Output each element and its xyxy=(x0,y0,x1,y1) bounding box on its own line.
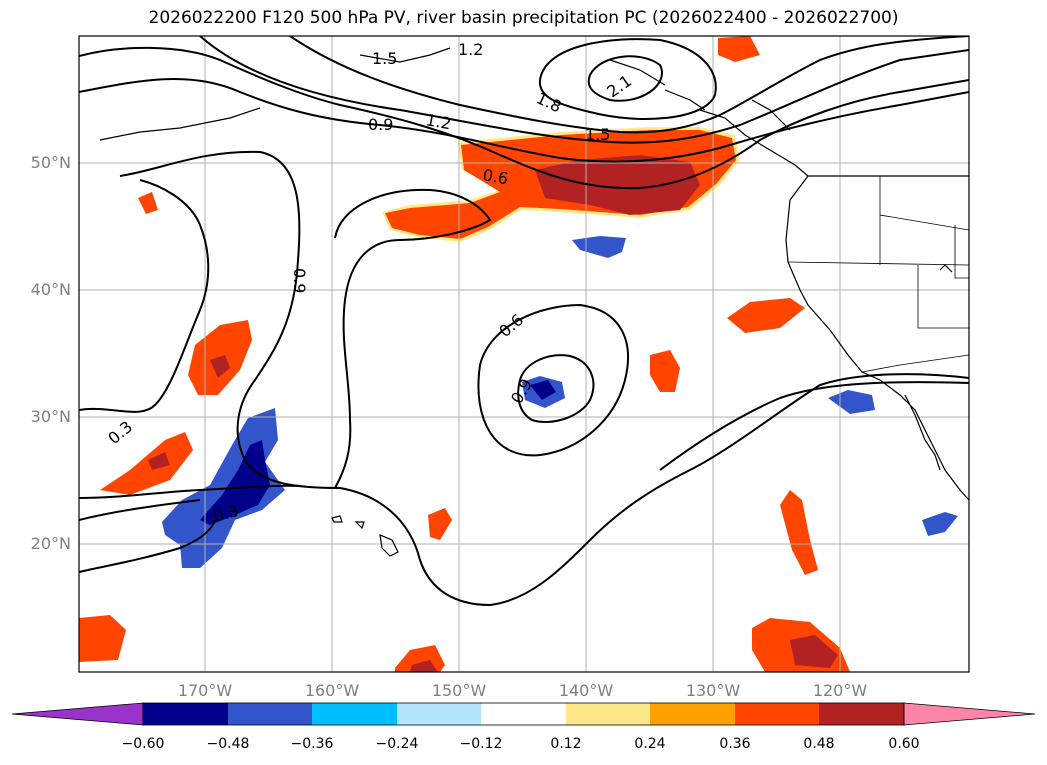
precip-area-baja xyxy=(780,490,818,575)
pv-contours xyxy=(79,36,969,607)
colorbar-segment xyxy=(143,703,228,725)
contour-1.5 xyxy=(289,36,969,134)
lon-label: 140°W xyxy=(558,681,614,700)
contour-0.3-lower xyxy=(79,499,201,521)
colorbar-tick-label: −0.48 xyxy=(206,736,250,752)
contour-1.8 xyxy=(538,38,717,120)
contour-0.9 xyxy=(79,78,969,163)
precip-area-west-2 xyxy=(100,432,193,495)
precip-positive-areas xyxy=(79,36,850,672)
precip-area-hawaii-east xyxy=(428,508,452,540)
colorbar-segment xyxy=(397,703,481,725)
colorbar-segment xyxy=(735,703,819,725)
map-panel: 1.5 1.2 2.1 1.8 0.9 1.2 1.5 0.6 0.9 0.6 … xyxy=(79,36,969,672)
contour-label: 0.9 xyxy=(290,268,309,293)
contour-1.2 xyxy=(199,36,969,144)
contour-label: 1.2 xyxy=(458,40,483,59)
coastlines xyxy=(99,47,969,557)
contour-label: 1.5 xyxy=(585,125,610,144)
contour-label: 0.9 xyxy=(368,115,393,134)
lon-label: 170°W xyxy=(177,681,233,700)
colorbar-segment xyxy=(312,703,397,725)
contour-nw-inner xyxy=(334,188,492,489)
precip-area-top-right xyxy=(718,36,760,62)
map-frame xyxy=(78,35,970,673)
precip-area-cal-coast xyxy=(727,298,805,333)
state-borders xyxy=(787,175,969,373)
precip-area-far-east-blue xyxy=(922,512,958,536)
lat-label: 40°N xyxy=(30,280,71,299)
colorbar-tick-label: −0.24 xyxy=(375,736,419,752)
colorbar-segment xyxy=(650,703,735,725)
lon-label: 130°W xyxy=(685,681,741,700)
colorbar-tick-label: −0.36 xyxy=(290,736,334,752)
colorbar-extend-high xyxy=(903,702,1036,726)
precip-area-small-1 xyxy=(138,192,158,214)
contour-0.6-main xyxy=(119,150,969,607)
colorbar-tick-label: −0.60 xyxy=(121,736,165,752)
colorbar-tick-label: 0.60 xyxy=(888,736,920,752)
graticule xyxy=(79,36,969,672)
contour-2.1 xyxy=(587,55,663,102)
contour-0.3-west xyxy=(79,179,210,413)
lat-label: 30°N xyxy=(30,407,71,426)
contour-east-low xyxy=(659,381,969,471)
map-title: 2026022200 F120 500 hPa PV, river basin … xyxy=(148,8,899,28)
contour-0.6-ring xyxy=(477,303,629,457)
contour-label: 1.2 xyxy=(424,110,452,133)
contour-low xyxy=(79,519,216,573)
colorbar-tick-label: 0.24 xyxy=(634,736,666,752)
contour-label: 1.5 xyxy=(372,49,397,68)
colorbar-extend-low xyxy=(11,702,144,726)
lon-label: 160°W xyxy=(304,681,360,700)
contour-0.9-ring xyxy=(517,354,595,423)
contour-0.3-south xyxy=(79,484,301,499)
precip-area-north-core xyxy=(535,155,700,215)
contour-0.6-north xyxy=(79,46,969,190)
colorbar-tick-label: 0.48 xyxy=(803,736,835,752)
colorbar-segment xyxy=(481,703,566,725)
lat-label: 50°N xyxy=(30,153,71,172)
colorbar-segment xyxy=(566,703,650,725)
precip-area-central xyxy=(650,350,680,392)
colorbar-segment xyxy=(819,703,904,725)
colorbar-tick-label: −0.12 xyxy=(459,736,503,752)
colorbar-tick-label: 0.12 xyxy=(550,736,582,752)
precip-area-sw-corner xyxy=(79,615,126,662)
lon-label: 120°W xyxy=(812,681,868,700)
colorbar xyxy=(11,702,1036,726)
colorbar-tick-label: 0.36 xyxy=(719,736,751,752)
colorbar-segment xyxy=(228,703,312,725)
lon-label: 150°W xyxy=(431,681,487,700)
contour-label: 0.6 xyxy=(481,165,509,188)
lat-label: 20°N xyxy=(30,534,71,553)
